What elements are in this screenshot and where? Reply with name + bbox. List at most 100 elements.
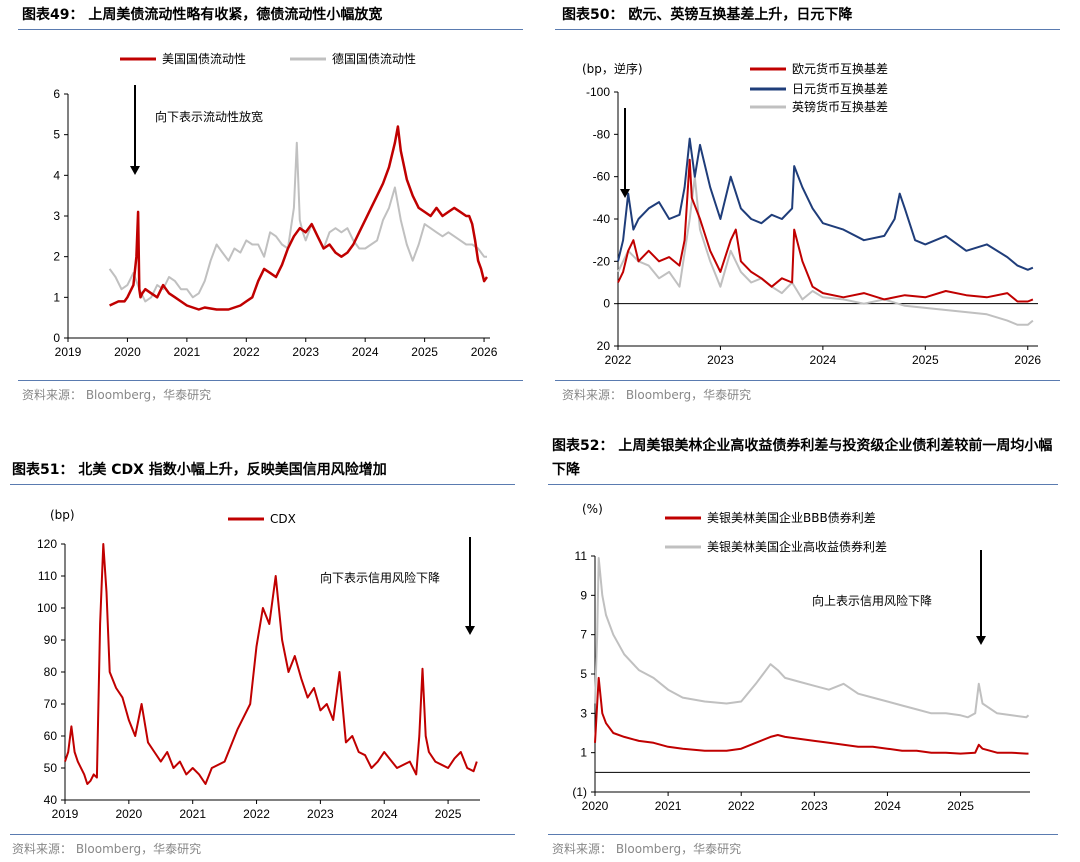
c50-legend-label: 欧元货币互换基差 [792, 61, 888, 76]
c51-annotation: 向下表示信用风险下降 [320, 570, 440, 585]
c51-y-tick-label: 60 [44, 729, 58, 743]
chart51-plot: 40 50 60 70 80 90 100 110 120 2019 2020 2021 2022 202… [37, 508, 480, 821]
c49-x-tick-label: 2022 [233, 345, 260, 359]
c49-x-tick-label: 2025 [411, 345, 438, 359]
c50-y-tick-label: 20 [597, 339, 611, 353]
c52-y-tick-label: 5 [580, 667, 587, 681]
c50-y-label: (bp，逆序) [582, 61, 643, 76]
c52-series-line-2 [594, 557, 1030, 719]
c51-x-tick-label: 2021 [179, 807, 206, 821]
c52-legend-label: 美银美林美国企业BBB债券利差 [707, 510, 876, 525]
c49-x-tick-label: 2021 [174, 345, 201, 359]
c52-y-tick-label: 9 [580, 588, 587, 602]
c52-y-tick-label: 11 [575, 549, 588, 563]
c52-x-tick-label: 2021 [655, 799, 682, 813]
chart50-title: 图表50： 欧元、英镑互换基差上升，日元下降 [562, 7, 853, 23]
c49-y-tick-label: 6 [53, 87, 60, 101]
c49-x-tick-label: 2023 [292, 345, 319, 359]
c52-y-tick-label: (1) [572, 785, 587, 799]
c50-x-tick-label: 2025 [912, 353, 939, 367]
c50-x-tick-label: 2023 [707, 353, 734, 367]
c52-y-tick-label: 1 [580, 746, 587, 760]
c49-legend-label: 美国国债流动性 [162, 52, 246, 66]
chart49-source-rule [18, 380, 523, 381]
c51-y-tick-label: 120 [37, 537, 57, 551]
c51-y-tick-label: 70 [44, 697, 58, 711]
c51-legend-label: CDX [270, 512, 296, 526]
chart50-source-rule [555, 380, 1060, 381]
c49-series-line-2 [108, 141, 487, 303]
c49-series-line-1 [109, 125, 489, 311]
c49-y-tick-label: 0 [53, 331, 60, 345]
c50-y-tick-label: -60 [593, 170, 611, 184]
c52-x-tick-label: 2023 [801, 799, 828, 813]
c51-x-tick-label: 2025 [435, 807, 462, 821]
c51-arrow-head [465, 626, 475, 635]
c52-x-tick-label: 2025 [947, 799, 974, 813]
c50-legend-label: 英镑货币互换基差 [792, 99, 888, 114]
c49-legend-label: 德国国债流动性 [332, 51, 416, 66]
c49-x-tick-label: 2020 [114, 345, 141, 359]
chart52-source: 资料来源： Bloomberg，华泰研究 [552, 842, 742, 856]
chart51-source: 资料来源： Bloomberg，华泰研究 [12, 842, 202, 856]
chart51-title: 图表51： 北美 CDX 指数小幅上升，反映美国信用风险增加 [12, 462, 387, 478]
c52-series-line-1 [594, 676, 1029, 755]
c49-x-tick-label: 2024 [352, 345, 379, 359]
c52-x-tick-label: 2020 [582, 799, 609, 813]
c51-series-line-1 [64, 543, 478, 785]
c50-x-tick-label: 2024 [810, 353, 837, 367]
c52-y-tick-label: 7 [580, 628, 587, 642]
c49-y-tick-label: 4 [53, 168, 60, 182]
chart52-title: 图表52： 上周美银美林企业高收益债券利差与投资级企业债利差较前一周均小幅下降 [552, 438, 1053, 478]
chart49-title: 图表49： 上周美债流动性略有收紧，德债流动性小幅放宽 [22, 7, 383, 23]
c49-y-tick-label: 2 [53, 250, 60, 264]
chart52-title-rule [548, 484, 1058, 485]
c52-x-tick-label: 2024 [874, 799, 901, 813]
c49-arrow-head [130, 166, 140, 175]
c50-arrow-head [620, 189, 630, 198]
c52-y-label: (%) [582, 502, 603, 516]
c51-y-tick-label: 110 [38, 569, 57, 583]
c52-legend-label: 美银美林美国企业高收益债券利差 [707, 539, 887, 554]
c49-y-tick-label: 5 [53, 128, 60, 142]
c51-y-tick-label: 40 [44, 793, 58, 807]
c50-x-tick-label: 2022 [605, 353, 632, 367]
c49-x-tick-label: 2026 [471, 345, 498, 359]
c51-x-tick-label: 2020 [115, 807, 142, 821]
chart51-source-rule [10, 834, 515, 835]
chart52-source-rule [548, 834, 1058, 835]
c50-legend-label: 日元货币互换基差 [792, 81, 888, 96]
c49-y-tick-label: 3 [53, 209, 60, 223]
chart51-title-rule [10, 484, 515, 485]
chart52-plot: (1) 1 3 5 7 9 11 2020 2021 2022 2023 2024 2025 (%) 美银美… [572, 502, 1030, 813]
chart50-title-rule [555, 29, 1060, 30]
c51-y-tick-label: 90 [44, 633, 58, 647]
c51-y-tick-label: 80 [44, 665, 58, 679]
c49-annotation: 向下表示流动性放宽 [155, 109, 263, 124]
c51-y-label: (bp) [50, 508, 75, 522]
c52-x-tick-label: 2022 [728, 799, 755, 813]
c50-y-tick-label: -80 [593, 127, 611, 141]
c52-y-tick-label: 3 [580, 706, 587, 720]
c50-x-tick-label: 2026 [1014, 353, 1041, 367]
chart49-title-rule [18, 29, 523, 30]
c51-x-tick-label: 2022 [243, 807, 270, 821]
c50-series-line-1 [617, 158, 1034, 303]
c50-series-line-2 [617, 137, 1034, 271]
c52-annotation: 向上表示信用风险下降 [812, 593, 932, 608]
c52-arrow-head [976, 636, 986, 645]
c51-x-tick-label: 2023 [307, 807, 334, 821]
chart50-source: 资料来源： Bloomberg，华泰研究 [562, 388, 752, 402]
c51-y-tick-label: 100 [37, 601, 57, 615]
chart49-plot: 0 1 2 3 4 5 6 2019 2020 2021 2022 2023 2024 2025 2026 美… [53, 51, 498, 359]
c50-y-tick-label: -40 [593, 212, 611, 226]
c49-x-tick-label: 2019 [55, 345, 82, 359]
c51-x-tick-label: 2024 [371, 807, 398, 821]
c49-y-tick-label: 1 [53, 290, 60, 304]
c50-y-tick-label: 0 [603, 297, 610, 311]
c51-y-tick-label: 50 [44, 761, 58, 775]
c50-y-tick-label: -20 [593, 254, 611, 268]
c50-series-line-3 [617, 175, 1034, 326]
c51-x-tick-label: 2019 [52, 807, 79, 821]
